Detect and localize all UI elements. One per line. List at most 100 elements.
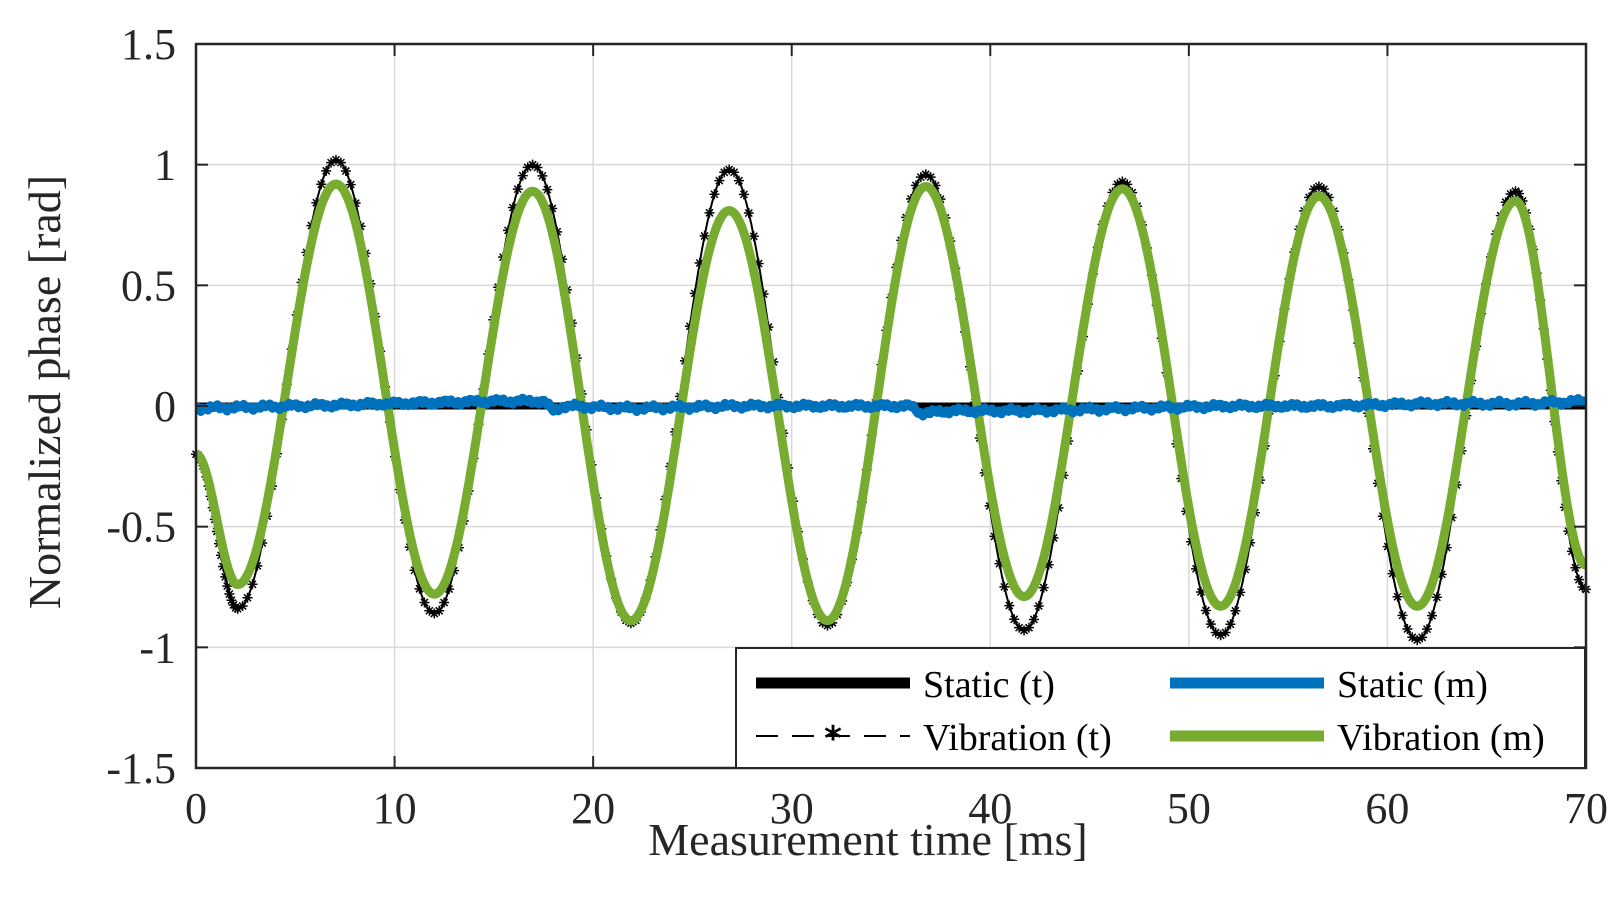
vibration-t-marker: [345, 179, 356, 190]
legend-label-vibration-t: Vibration (t): [923, 717, 1112, 759]
vibration-t-marker: [1240, 564, 1251, 575]
vibration-t-marker: [699, 230, 710, 241]
legend-label-static-t: Static (t): [923, 664, 1055, 706]
vibration-t-marker: [1210, 627, 1221, 638]
vibration-t-marker: [503, 225, 514, 236]
vibration-t-marker: [1436, 569, 1447, 580]
vibration-t-marker: [714, 175, 725, 186]
vibration-t-marker: [1215, 630, 1226, 641]
y-axis-label: Normalized phase [rad]: [19, 175, 70, 609]
vibration-t-marker: [1014, 622, 1025, 633]
vibration-t-marker: [822, 620, 833, 631]
vibration-t-marker: [316, 179, 327, 190]
vibration-t-marker: [1422, 624, 1433, 635]
x-tick-label: 60: [1365, 784, 1409, 833]
vibration-t-marker: [424, 605, 435, 616]
static-m-line: [193, 393, 1588, 421]
vibration-t-marker: [753, 258, 764, 269]
vibration-t-marker: [1382, 541, 1393, 552]
vibration-t-marker: [1412, 635, 1423, 646]
vibration-t-marker: [321, 165, 332, 176]
legend-asterisk-marker: *: [824, 719, 842, 759]
vibration-t-marker: [1500, 197, 1511, 208]
x-tick-label: 20: [571, 784, 615, 833]
vibration-t-marker: [1191, 563, 1202, 574]
vibration-t-marker: [1573, 574, 1584, 585]
x-tick-label: 10: [373, 784, 417, 833]
vibration-t-marker: [224, 588, 235, 599]
vibration-t-marker: [512, 184, 523, 195]
y-tick-label: -1: [139, 623, 176, 672]
vibration-t-marker: [748, 231, 759, 242]
vibration-t-marker: [930, 180, 941, 191]
vibration-t-marker: [1387, 568, 1398, 579]
vibration-t-marker: [719, 167, 730, 178]
vibration-t-marker: [522, 162, 533, 173]
vibration-t-marker: [1577, 581, 1588, 592]
x-tick-label: 0: [185, 784, 207, 833]
vibration-t-marker: [915, 172, 926, 183]
vibration-t-marker: [925, 172, 936, 183]
vibration-t-marker: [1323, 192, 1334, 203]
x-axis-label: Measurement time [ms]: [648, 814, 1087, 865]
vibration-t-marker: [1048, 532, 1059, 543]
vibration-t-marker: [1028, 614, 1039, 625]
vibration-t-marker: [1009, 614, 1020, 625]
vibration-t-marker: [989, 531, 1000, 542]
vibration-t-marker: [1514, 188, 1525, 199]
vibration-t-marker: [1117, 176, 1128, 187]
y-tick-label: 0.5: [121, 261, 176, 310]
vibration-t-marker: [1505, 188, 1516, 199]
vibration-t-marker: [910, 180, 921, 191]
vibration-t-marker: [1313, 181, 1324, 192]
vibration-t-marker: [1230, 605, 1241, 616]
vibration-t-marker: [532, 162, 543, 173]
vibration-t-marker: [1397, 610, 1408, 621]
vibration-t-marker: [1038, 582, 1049, 593]
y-tick-label: 0: [154, 382, 176, 431]
vibration-t-marker: [1426, 610, 1437, 621]
vibration-t-marker: [326, 157, 337, 168]
vibration-t-marker: [350, 198, 361, 209]
vibration-t-marker: [230, 602, 241, 613]
vibration-t-marker: [709, 189, 720, 200]
vibration-t-marker: [733, 175, 744, 186]
vibration-t-marker: [242, 592, 253, 603]
vibration-t-marker: [517, 170, 528, 181]
vibration-t-marker: [1043, 559, 1054, 570]
legend-label-static-m: Static (m): [1337, 664, 1488, 706]
x-tick-label: 40: [968, 784, 1012, 833]
legend-label-vibration-m: Vibration (m): [1337, 717, 1545, 759]
y-tick-label: 1: [154, 141, 176, 190]
vibration-t-marker: [414, 583, 425, 594]
vibration-t-marker: [1019, 625, 1030, 636]
vibration-t-marker: [738, 189, 749, 200]
vibration-t-marker: [1407, 632, 1418, 643]
vibration-t-marker: [704, 207, 715, 218]
vibration-t-marker: [1023, 622, 1034, 633]
vibration-t-marker: [729, 167, 740, 178]
vibration-t-marker: [1570, 562, 1581, 573]
static-m-series: [193, 393, 1588, 421]
vibration-t-marker: [1004, 600, 1015, 611]
y-tick-label: 1.5: [121, 20, 176, 69]
vibration-t-marker: [1112, 179, 1123, 190]
vibration-t-marker: [1566, 546, 1577, 557]
vibration-t-marker: [311, 197, 322, 208]
vibration-t-marker: [527, 159, 538, 170]
vibration-t-marker: [1392, 591, 1403, 602]
y-tick-label: -0.5: [106, 503, 176, 552]
vibration-t-marker: [330, 154, 341, 165]
vibration-t-marker: [537, 170, 548, 181]
x-tick-label: 50: [1167, 784, 1211, 833]
vibration-t-marker: [920, 169, 931, 180]
vibration-t-marker: [226, 595, 237, 606]
vibration-t-marker: [743, 208, 754, 219]
vibration-t-marker: [1402, 623, 1413, 634]
vibration-t-marker: [552, 226, 563, 237]
vibration-t-marker: [1205, 619, 1216, 630]
x-tick-label: 70: [1564, 784, 1608, 833]
vibration-t-marker: [444, 584, 455, 595]
vibration-t-marker: [1309, 184, 1320, 195]
